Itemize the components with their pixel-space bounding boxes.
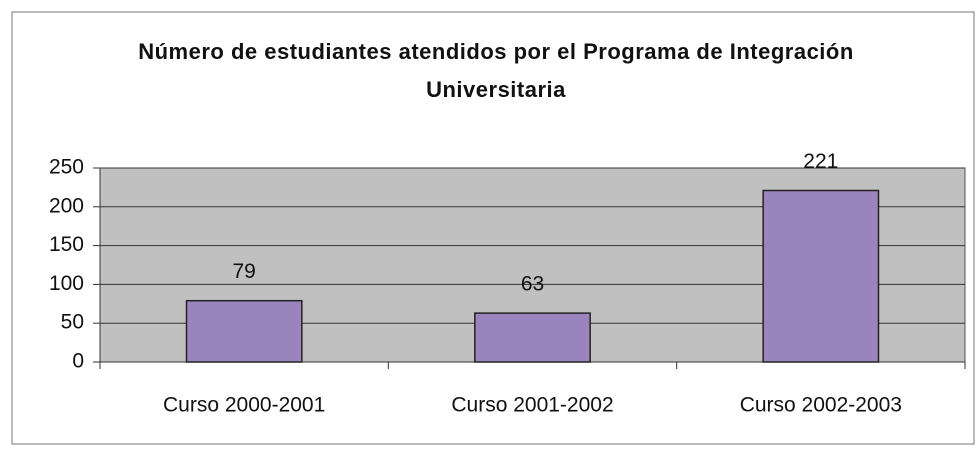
y-tick-label: 50	[61, 311, 84, 334]
x-tick-label: Curso 2000-2001	[163, 394, 325, 417]
bar	[762, 189, 880, 363]
value-label: 79	[232, 260, 255, 283]
bar	[185, 299, 303, 363]
x-tick-label: Curso 2001-2002	[451, 394, 613, 417]
value-label: 221	[803, 150, 838, 173]
value-label: 63	[521, 273, 544, 296]
bar	[474, 312, 591, 363]
y-tick-label: 100	[49, 272, 84, 295]
y-tick-label: 200	[49, 194, 84, 217]
chart-title: Número de estudiantes atendidos por el P…	[138, 39, 854, 102]
x-tick-label: Curso 2002-2003	[740, 394, 902, 417]
y-tick-label: 250	[49, 156, 84, 179]
y-tick-label: 0	[72, 350, 84, 373]
y-tick-label: 150	[49, 233, 84, 256]
